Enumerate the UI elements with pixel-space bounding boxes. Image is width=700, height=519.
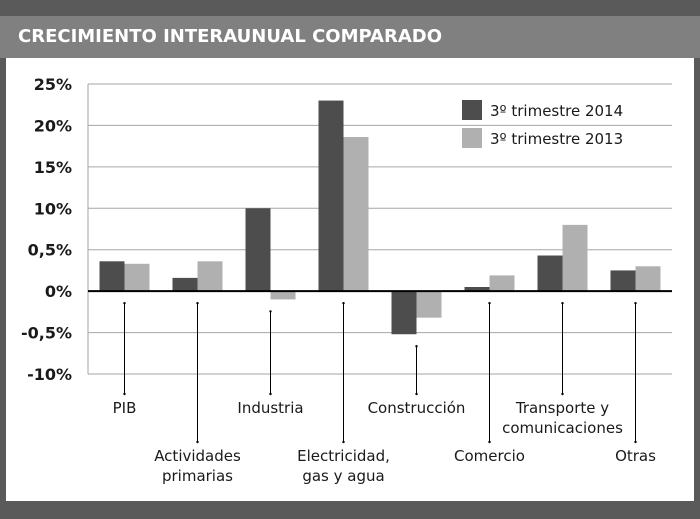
bar-2014 [610, 270, 636, 292]
category-pointer-dot [488, 440, 491, 444]
y-tick-label: 0,5% [28, 241, 72, 260]
chart-title: CRECIMIENTO INTERAUNUAL COMPARADO [18, 26, 443, 47]
bar-2014 [99, 261, 125, 292]
category-label-line: Comercio [454, 447, 525, 465]
category-label-line: primarias [162, 467, 233, 485]
bar-2014 [318, 100, 344, 292]
bar-2013 [489, 275, 515, 292]
category-pointer-dot [269, 310, 272, 313]
category-pointer-dot [196, 440, 199, 444]
category-pointer-dot [634, 440, 637, 444]
category-label: Construcción [368, 399, 466, 417]
y-tick-label: 15% [34, 158, 72, 177]
category-pointer-dot [415, 345, 418, 348]
category-label: Otras [615, 447, 656, 465]
left-border [0, 58, 6, 501]
top-rule [0, 0, 700, 16]
y-tick-label: 25% [34, 75, 72, 94]
legend-label: 3º trimestre 2014 [490, 102, 623, 120]
category-label-line: Industria [237, 399, 303, 417]
legend-label: 3º trimestre 2013 [490, 130, 623, 148]
category-label-line: Construcción [368, 399, 466, 417]
bar-2013 [635, 266, 661, 292]
y-tick-label: 0% [45, 282, 72, 301]
bar-2014 [537, 255, 563, 292]
right-border [694, 58, 700, 501]
y-tick-label: -0,5% [21, 324, 72, 343]
category-pointer-dot [488, 301, 491, 305]
category-label: PIB [113, 399, 137, 417]
category-pointer-dot [123, 392, 126, 396]
category-label-line: gas y agua [302, 467, 384, 485]
category-pointer-dot [269, 392, 272, 396]
bottom-rule [0, 501, 700, 519]
category-label-line: comunicaciones [502, 419, 623, 437]
category-label-line: PIB [113, 399, 137, 417]
category-pointer-dot [342, 440, 345, 444]
category-pointer-dot [123, 301, 126, 305]
title-bar: CRECIMIENTO INTERAUNUAL COMPARADO [0, 16, 700, 58]
bar-2013 [197, 261, 223, 292]
bar-2014 [391, 291, 417, 335]
category-pointer-dot [342, 301, 345, 305]
category-label: Comercio [454, 447, 525, 465]
category-label: Industria [237, 399, 303, 417]
bar-2014 [245, 208, 271, 292]
category-label: Actividades primarias [154, 447, 241, 485]
y-tick-label: 20% [34, 116, 72, 135]
category-label-line: Transporte y [515, 399, 609, 417]
bar-2013 [270, 291, 296, 300]
category-pointer-dot [415, 392, 418, 396]
bar-2013 [416, 291, 442, 318]
bar-2013 [343, 137, 369, 292]
y-tick-label: -10% [27, 365, 72, 384]
category-pointer-dot [561, 392, 564, 396]
category-pointer-dot [634, 301, 637, 305]
category-pointer-dot [561, 301, 564, 305]
bar-2013 [562, 224, 588, 292]
category-label-line: Electricidad, [297, 447, 390, 465]
category-label-line: Actividades [154, 447, 241, 465]
bar-2013 [124, 263, 150, 292]
legend-swatch-2014 [462, 100, 482, 120]
category-label: Transporte y comunicaciones [502, 399, 623, 437]
bar-2014 [172, 277, 198, 292]
y-tick-label: 10% [34, 199, 72, 218]
category-label-line: Otras [615, 447, 656, 465]
legend-swatch-2013 [462, 128, 482, 148]
category-pointer-dot [196, 301, 199, 305]
bar-2014 [464, 287, 490, 292]
category-label: Electricidad, gas y agua [297, 447, 390, 485]
